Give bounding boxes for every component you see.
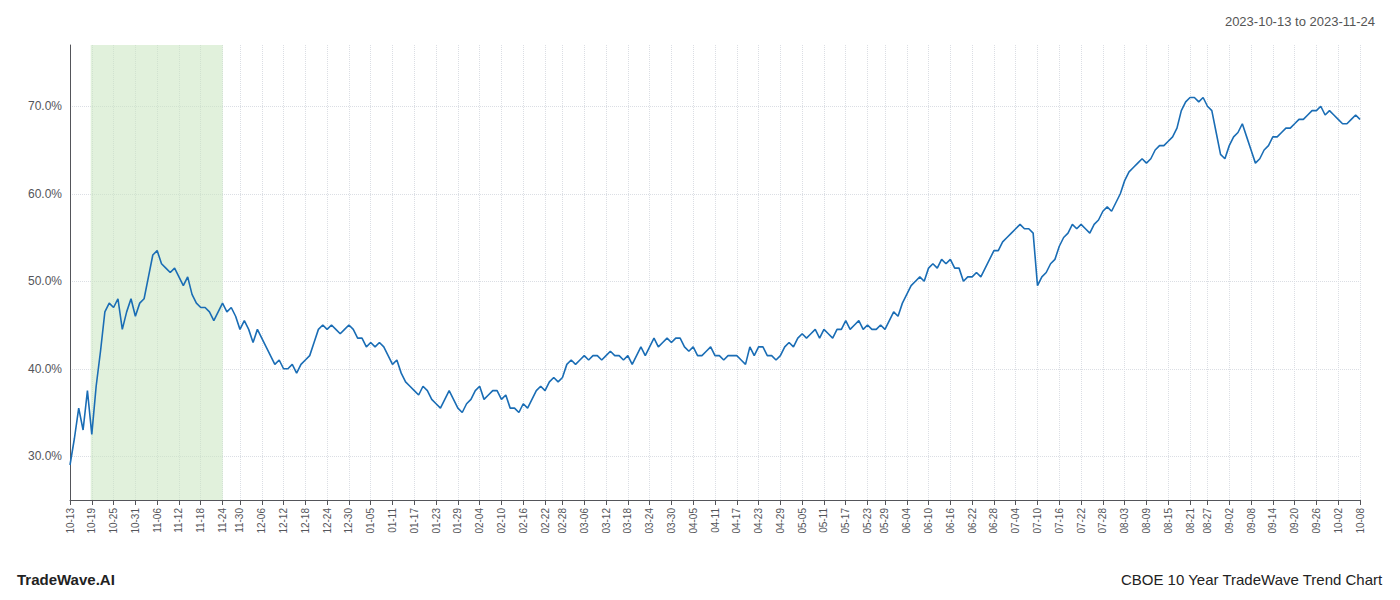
svg-text:04-11: 04-11 [710,508,721,533]
svg-text:06-22: 06-22 [967,508,978,534]
svg-text:12-12: 12-12 [278,508,289,534]
svg-text:60.0%: 60.0% [28,187,62,201]
svg-text:09-26: 09-26 [1311,508,1322,534]
svg-text:03-30: 03-30 [666,508,677,534]
svg-text:12-06: 12-06 [256,508,267,534]
svg-text:06-16: 06-16 [945,508,956,534]
svg-text:07-22: 07-22 [1076,508,1087,534]
svg-text:CBOE 10 Year TradeWave Trend C: CBOE 10 Year TradeWave Trend Chart [1121,571,1383,588]
svg-text:11-24: 11-24 [217,508,228,533]
svg-text:11-06: 11-06 [152,508,163,533]
svg-text:11-18: 11-18 [195,508,206,533]
svg-text:07-04: 07-04 [1010,508,1021,534]
svg-text:04-05: 04-05 [688,508,699,534]
svg-text:09-08: 09-08 [1246,508,1257,534]
svg-text:10-25: 10-25 [108,508,119,534]
svg-text:02-04: 02-04 [474,508,485,534]
svg-text:05-11: 05-11 [818,508,829,533]
svg-text:03-12: 03-12 [601,508,612,534]
svg-text:02-16: 02-16 [518,508,529,534]
svg-text:06-10: 06-10 [923,508,934,534]
svg-text:12-30: 12-30 [343,508,354,534]
svg-text:08-09: 08-09 [1141,508,1152,534]
svg-text:09-14: 09-14 [1267,508,1278,534]
svg-text:07-16: 07-16 [1054,508,1065,534]
svg-text:06-04: 06-04 [901,508,912,534]
svg-text:06-28: 06-28 [988,508,999,534]
svg-text:30.0%: 30.0% [28,449,62,463]
svg-text:02-22: 02-22 [540,508,551,534]
svg-text:07-28: 07-28 [1097,508,1108,534]
svg-text:01-11: 01-11 [387,508,398,533]
svg-text:2023-10-13 to 2023-11-24: 2023-10-13 to 2023-11-24 [1225,14,1375,29]
svg-text:02-28: 02-28 [557,508,568,534]
svg-text:01-05: 01-05 [365,508,376,534]
svg-text:05-17: 05-17 [840,508,851,534]
svg-text:04-23: 04-23 [753,508,764,534]
svg-text:07-10: 07-10 [1032,508,1043,534]
svg-text:10-08: 10-08 [1355,508,1366,534]
svg-text:03-24: 03-24 [644,508,655,534]
svg-text:50.0%: 50.0% [28,274,62,288]
svg-text:12-24: 12-24 [322,508,333,534]
svg-text:70.0%: 70.0% [28,99,62,113]
svg-text:02-10: 02-10 [496,508,507,534]
svg-text:40.0%: 40.0% [28,362,62,376]
svg-text:08-15: 08-15 [1163,508,1174,534]
svg-text:12-18: 12-18 [300,508,311,534]
svg-text:08-21: 08-21 [1185,508,1196,534]
svg-text:03-18: 03-18 [622,508,633,534]
svg-text:01-23: 01-23 [431,508,442,534]
svg-text:05-05: 05-05 [797,508,808,534]
svg-text:11-12: 11-12 [173,508,184,533]
svg-text:05-23: 05-23 [862,508,873,534]
svg-text:09-20: 09-20 [1289,508,1300,534]
svg-text:10-13: 10-13 [65,508,76,534]
svg-text:TradeWave.AI: TradeWave.AI [17,571,115,588]
svg-text:11-30: 11-30 [234,508,245,533]
svg-text:04-29: 04-29 [775,508,786,534]
svg-text:03-06: 03-06 [579,508,590,534]
svg-text:09-02: 09-02 [1224,508,1235,534]
svg-text:10-31: 10-31 [130,508,141,534]
svg-text:01-29: 01-29 [452,508,463,534]
svg-text:04-17: 04-17 [731,508,742,534]
svg-text:05-29: 05-29 [879,508,890,534]
svg-text:08-27: 08-27 [1202,508,1213,534]
svg-text:01-17: 01-17 [409,508,420,534]
svg-text:10-02: 10-02 [1333,508,1344,534]
svg-text:08-03: 08-03 [1119,508,1130,534]
svg-text:10-19: 10-19 [86,508,97,534]
